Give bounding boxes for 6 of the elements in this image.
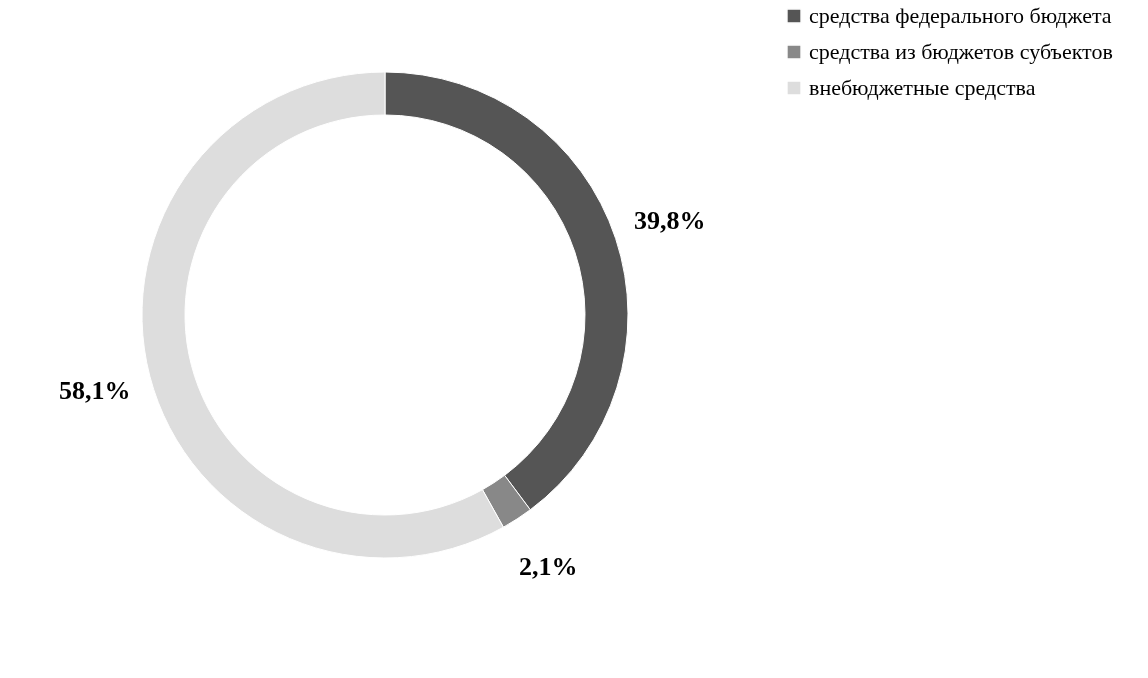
- legend-label: средства из бюджетов субъектов: [809, 39, 1113, 64]
- data-label: 2,1%: [518, 551, 578, 581]
- data-label: 58,1%: [58, 375, 131, 405]
- legend-label: внебюджетные средства: [809, 75, 1036, 100]
- legend-label: средства федерального бюджета: [809, 3, 1112, 28]
- data-label: 39,8%: [633, 205, 706, 235]
